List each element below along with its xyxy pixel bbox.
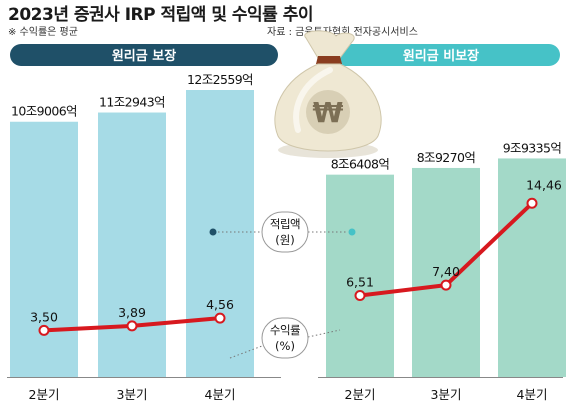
return-rate-label: 6,51 (346, 274, 374, 289)
connector-dot (348, 228, 356, 236)
money-bag-won-icon: ₩ (274, 30, 382, 158)
category-label: 3분기 (117, 387, 148, 402)
category-label: 4분기 (205, 387, 236, 402)
category-label: 3분기 (431, 387, 462, 402)
reserve-axis-label: 적립액 (원) (261, 211, 309, 253)
category-label: 2분기 (29, 387, 60, 402)
label-box (261, 317, 309, 359)
return-rate-label: 3,89 (118, 305, 146, 320)
panel-header (10, 44, 278, 66)
won-sign: ₩ (313, 96, 344, 129)
bar-value-label: 12조2559억 (187, 72, 253, 87)
connector-dot (209, 228, 217, 236)
bag-highlight (293, 67, 333, 133)
bar-value-label: 10조9006억 (11, 104, 77, 119)
return-rate-point (214, 312, 226, 324)
panel-header-label: 원리금 보장 (112, 48, 176, 64)
center-connectors (209, 228, 356, 359)
bar (412, 167, 480, 377)
panel-guaranteed: 원리금 보장 10조9006억 2분기 11조2943억 3분기 12조2559억 4분기 3… (7, 44, 281, 402)
connector-line (229, 345, 263, 359)
return-rate-label: 4,56 (206, 297, 234, 312)
connector-line (307, 329, 341, 338)
bar-value-label: 11조2943억 (99, 95, 165, 110)
bar-value-label: 8조6408억 (331, 157, 390, 172)
return-rate-label: 7,40 (432, 264, 460, 279)
bar (186, 90, 254, 377)
return-rate-point (526, 197, 538, 209)
bar (326, 174, 394, 377)
label-line: (%) (275, 339, 295, 353)
return-rate-point (440, 279, 452, 291)
panel-non-guaranteed: 원리금 비보장 8조6408억 2분기 8조9270억 3분기 9조9335억 4분기 6,5… (318, 44, 566, 402)
bar (98, 112, 166, 377)
chart-title: 2023년 증권사 IRP 적립액 및 수익률 추이 (8, 5, 314, 25)
panel-header (322, 44, 560, 66)
category-label: 4분기 (517, 387, 548, 402)
label-line: 수익률 (270, 323, 300, 337)
return-axis-label: 수익률 (%) (261, 317, 309, 359)
return-rate-label: 14,46 (526, 177, 562, 192)
won-circle (306, 90, 350, 134)
label-line: (원) (275, 233, 295, 247)
panel-header-label: 원리금 비보장 (403, 48, 479, 64)
bar-value-label: 8조9270억 (417, 150, 476, 165)
bar (10, 121, 78, 377)
category-label: 2분기 (345, 387, 376, 402)
return-rate-point (38, 324, 50, 336)
return-rate-point (354, 289, 366, 301)
return-rate-label: 3,50 (30, 309, 58, 324)
return-rate-point (126, 320, 138, 332)
label-line: 적립액 (270, 217, 300, 231)
bag-top (304, 30, 355, 59)
bag-tie (316, 56, 342, 64)
bar-value-label: 9조9335억 (503, 140, 562, 155)
bar (498, 158, 566, 377)
note-text: ※ 수익률은 평균 (8, 27, 78, 38)
label-box (261, 211, 309, 253)
source-text: 자료 : 금융투자협회 전자공시서비스 (267, 27, 418, 38)
